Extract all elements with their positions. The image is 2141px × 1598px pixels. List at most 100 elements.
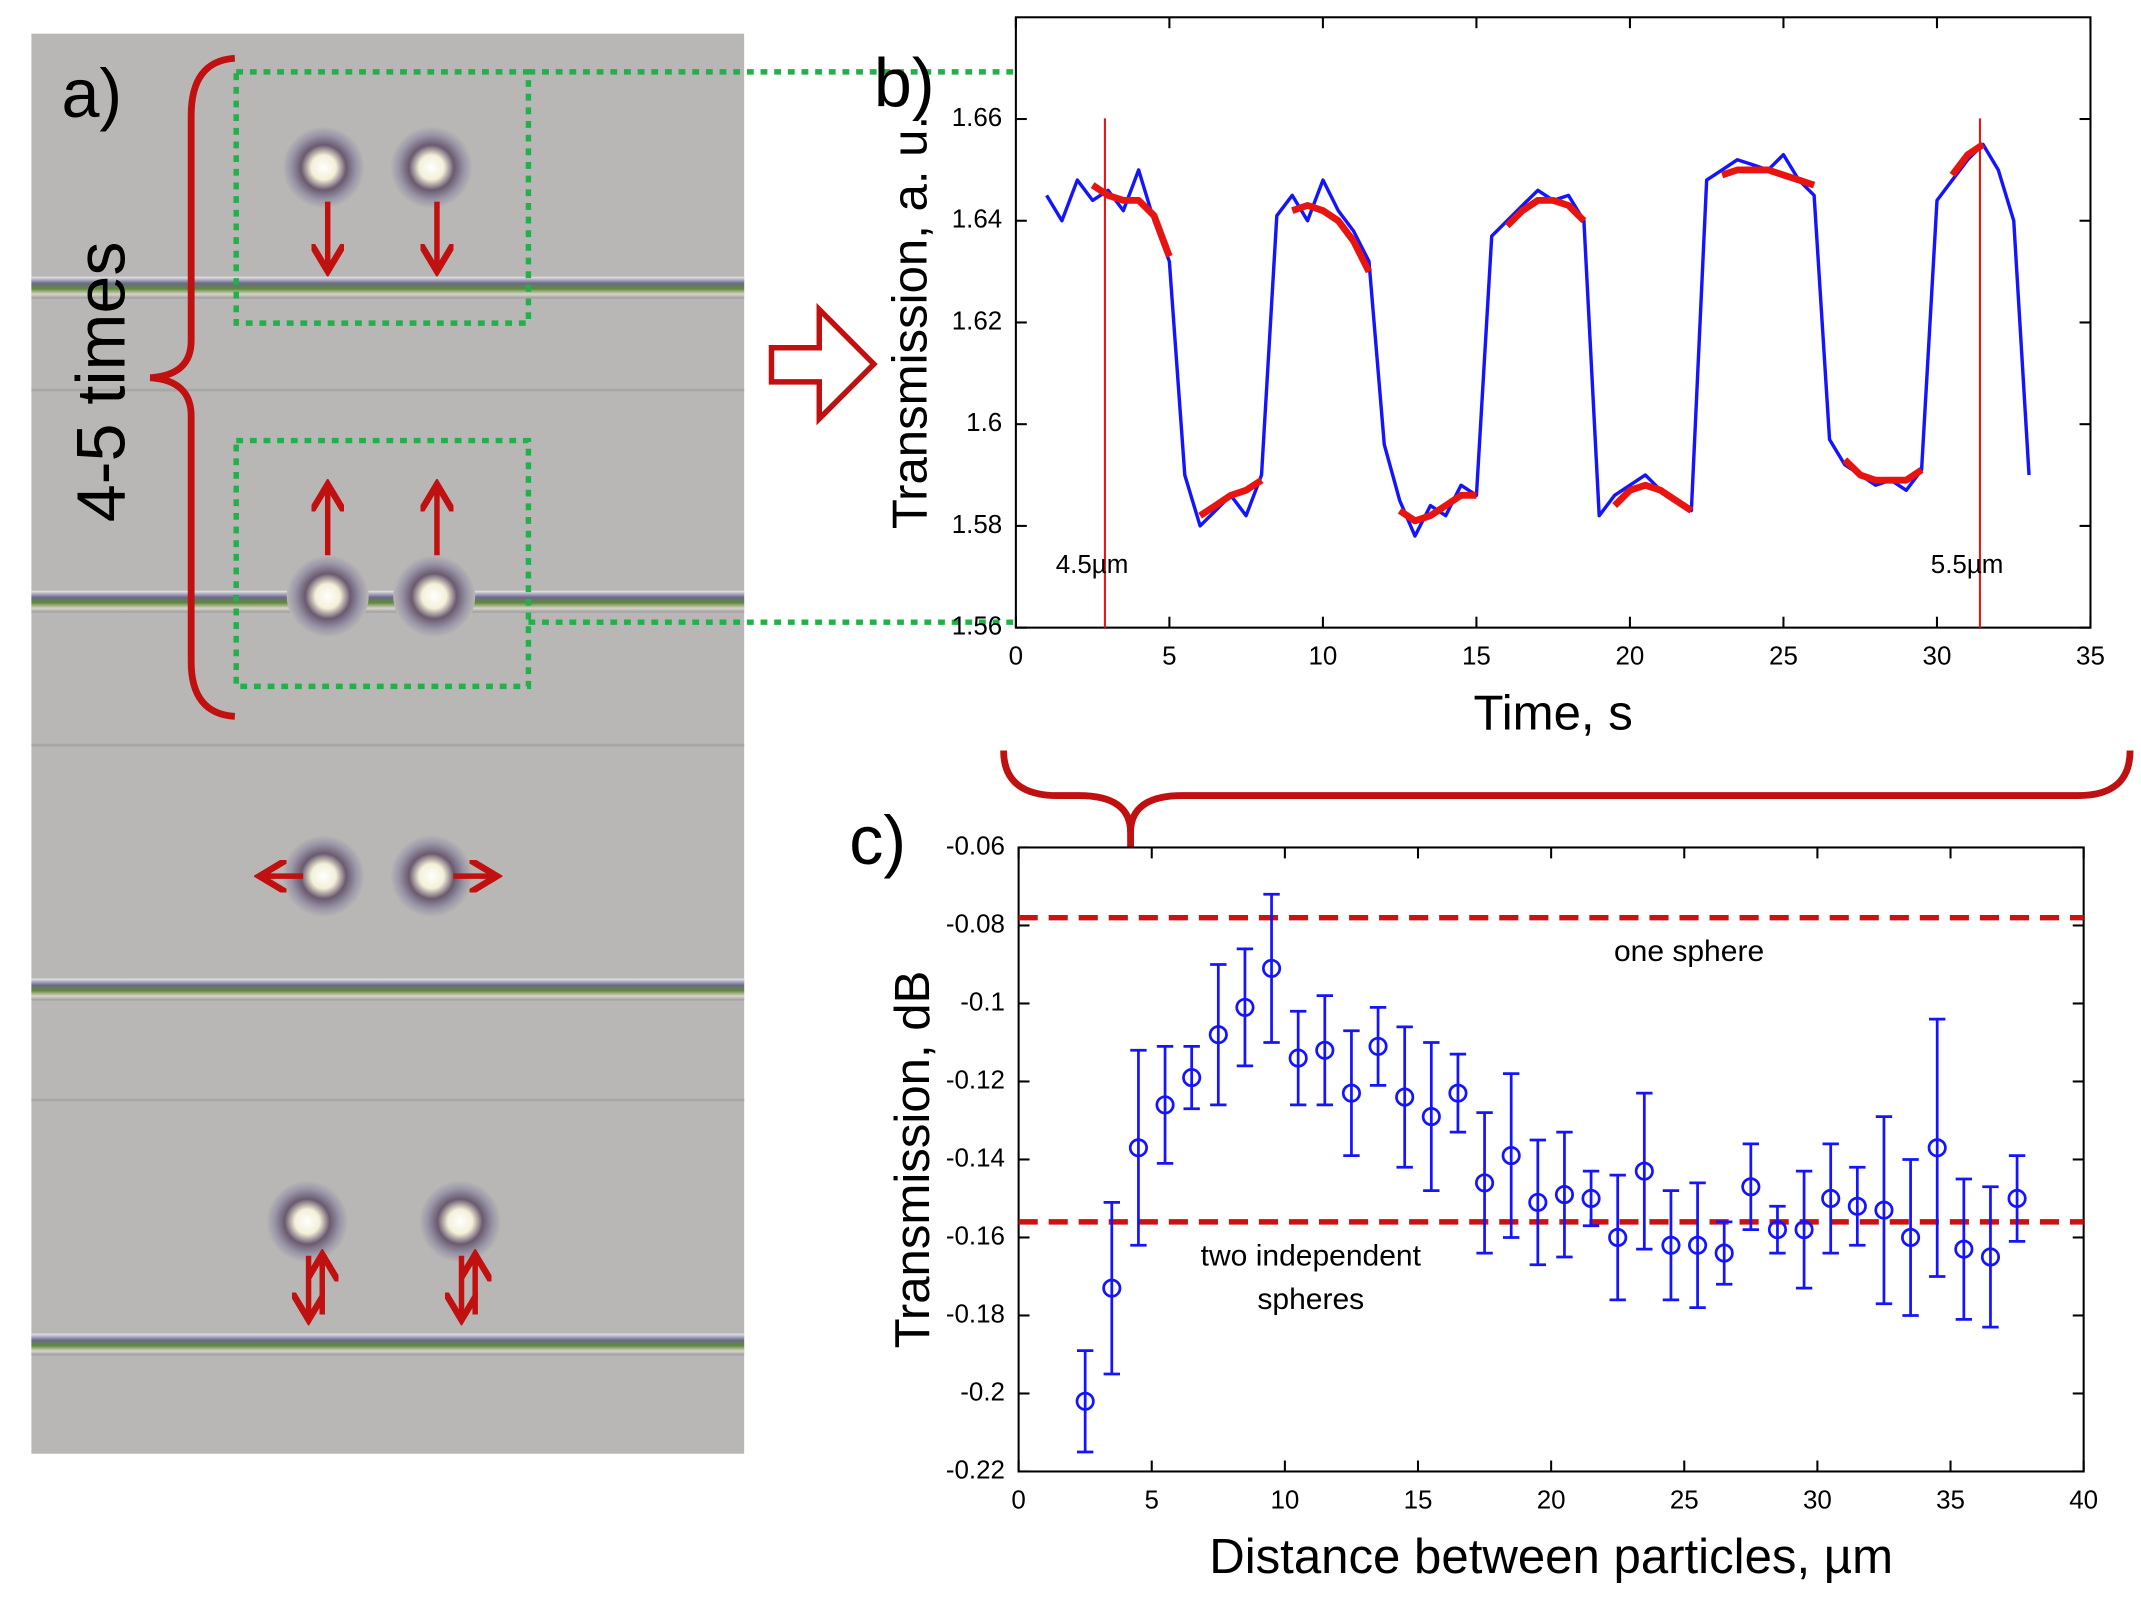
point bbox=[1661, 1235, 1681, 1255]
y-tick-label: -0.06 bbox=[946, 832, 1005, 860]
photo-panel: a) 4-5 times bbox=[31, 33, 745, 1454]
point bbox=[1767, 1220, 1788, 1240]
x-tick-label: 5 bbox=[1162, 643, 1176, 671]
point bbox=[1368, 1036, 1388, 1056]
point bbox=[1634, 1161, 1654, 1181]
brace bbox=[149, 54, 236, 720]
point bbox=[1182, 1068, 1202, 1088]
y-tick-label: 1.62 bbox=[952, 307, 1002, 335]
x-tick-label: 0 bbox=[1011, 1486, 1025, 1514]
point bbox=[1395, 1087, 1415, 1107]
y-tick-label: -0.16 bbox=[946, 1222, 1005, 1250]
fiber bbox=[31, 590, 745, 613]
x-tick-label: 10 bbox=[1308, 643, 1337, 671]
sphere bbox=[282, 126, 365, 209]
sphere bbox=[282, 835, 365, 918]
x-tick-label: 20 bbox=[1616, 643, 1645, 671]
y-tick-label: 1.56 bbox=[952, 612, 1002, 640]
reference-label: one sphere bbox=[1614, 935, 1764, 968]
point bbox=[1714, 1243, 1734, 1263]
x-tick-label: 20 bbox=[1537, 1486, 1566, 1514]
point bbox=[1554, 1185, 1575, 1205]
point bbox=[1128, 1138, 1148, 1158]
point bbox=[1794, 1220, 1814, 1240]
point bbox=[1980, 1247, 2001, 1267]
point bbox=[1608, 1227, 1628, 1248]
point bbox=[1288, 1048, 1308, 1068]
x-tick-label: 0 bbox=[1009, 643, 1023, 671]
point bbox=[1501, 1146, 1521, 1166]
point bbox=[1448, 1083, 1468, 1103]
marker-label: 4.5µm bbox=[1056, 551, 1129, 579]
y-axis-label: Transmission, a. u. bbox=[883, 116, 937, 529]
x-tick-label: 15 bbox=[1462, 643, 1491, 671]
point bbox=[1874, 1200, 1894, 1220]
x-tick-label: 5 bbox=[1145, 1486, 1159, 1514]
point bbox=[1528, 1192, 1548, 1212]
fiber bbox=[31, 1333, 745, 1356]
x-tick-label: 10 bbox=[1270, 1486, 1299, 1514]
y-tick-label: 1.64 bbox=[952, 206, 1002, 234]
y-tick-label: -0.12 bbox=[946, 1066, 1005, 1094]
point bbox=[1688, 1235, 1708, 1255]
x-axis-label: Distance between particles, µm bbox=[1209, 1530, 1893, 1584]
brace bbox=[1000, 750, 2134, 833]
x-tick-label: 30 bbox=[1803, 1486, 1832, 1514]
y-tick-label: -0.08 bbox=[946, 910, 1005, 938]
point bbox=[1954, 1239, 1974, 1259]
sphere bbox=[393, 555, 476, 638]
point bbox=[1235, 997, 1255, 1017]
sphere bbox=[266, 1180, 349, 1263]
hollow-arrow bbox=[768, 302, 878, 426]
x-tick-label: 40 bbox=[2069, 1486, 2098, 1514]
point bbox=[2007, 1188, 2027, 1209]
y-tick-label: -0.14 bbox=[946, 1144, 1005, 1172]
point bbox=[1847, 1196, 1867, 1216]
point bbox=[1102, 1278, 1122, 1298]
y-tick-label: -0.18 bbox=[946, 1300, 1005, 1328]
series-line bbox=[1090, 141, 1985, 525]
x-tick-label: 25 bbox=[1769, 643, 1798, 671]
y-tick-label: -0.1 bbox=[960, 988, 1005, 1016]
y-tick-label: 1.66 bbox=[952, 104, 1002, 132]
panel-label: a) bbox=[61, 56, 122, 132]
plot-frame bbox=[1014, 16, 2092, 629]
panel-label: b) bbox=[874, 45, 935, 121]
point bbox=[1315, 1040, 1335, 1060]
sphere bbox=[286, 555, 369, 638]
point bbox=[1821, 1188, 1841, 1209]
x-axis-label: Time, s bbox=[1474, 686, 1633, 740]
fiber bbox=[31, 978, 745, 1001]
sphere bbox=[390, 126, 473, 209]
point bbox=[1341, 1083, 1361, 1103]
panel-label: c) bbox=[849, 803, 906, 879]
reference-label: two independent bbox=[1201, 1239, 1422, 1272]
x-tick-label: 35 bbox=[2076, 643, 2105, 671]
x-tick-label: 35 bbox=[1936, 1486, 1965, 1514]
y-axis-label: Transmission, dB bbox=[886, 971, 940, 1349]
marker-label: 5.5µm bbox=[1931, 551, 2004, 579]
y-tick-label: -0.2 bbox=[960, 1378, 1005, 1406]
point bbox=[1208, 1025, 1228, 1045]
y-tick-label: 1.6 bbox=[966, 409, 1002, 437]
x-tick-label: 25 bbox=[1670, 1486, 1699, 1514]
photo-separator bbox=[31, 1098, 745, 1102]
photo-separator bbox=[31, 743, 745, 747]
sphere bbox=[419, 1180, 502, 1263]
repeat-annotation: 4-5 times bbox=[64, 241, 140, 522]
y-tick-label: 1.58 bbox=[952, 511, 1002, 539]
photo-separator bbox=[31, 388, 745, 392]
point bbox=[1155, 1095, 1175, 1115]
y-tick-label: -0.22 bbox=[946, 1456, 1005, 1484]
point bbox=[1927, 1138, 1947, 1158]
sphere bbox=[390, 835, 473, 918]
point bbox=[1741, 1177, 1761, 1197]
point bbox=[1475, 1173, 1495, 1193]
point bbox=[1421, 1107, 1441, 1127]
motion-arrows bbox=[265, 201, 492, 1315]
fiber bbox=[31, 276, 745, 299]
point bbox=[1262, 958, 1282, 978]
reference-label: spheres bbox=[1257, 1283, 1364, 1316]
